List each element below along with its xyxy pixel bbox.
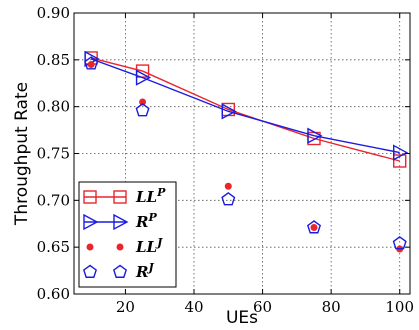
legend-label-superscript: J bbox=[146, 261, 154, 274]
legend-label: LLP bbox=[135, 186, 166, 206]
legend-label-name: R bbox=[135, 213, 148, 231]
legend-marker bbox=[82, 264, 98, 278]
legend-item: RJ bbox=[82, 261, 154, 281]
legend-label: LLJ bbox=[135, 236, 163, 256]
y-axis-title: Throughput Rate bbox=[12, 82, 32, 226]
legend-marker bbox=[86, 243, 94, 251]
series-ll-p bbox=[84, 51, 407, 168]
series-line bbox=[90, 57, 400, 162]
data-point-triangle-right bbox=[307, 127, 323, 144]
legend-label-name: R bbox=[135, 263, 148, 281]
y-tick-label: 0.90 bbox=[37, 4, 70, 22]
legend-marker bbox=[83, 213, 99, 231]
y-tick-label: 0.70 bbox=[37, 191, 70, 209]
y-tick-label: 0.65 bbox=[37, 238, 70, 256]
legend-marker bbox=[113, 190, 127, 204]
legend-label: RJ bbox=[135, 261, 154, 281]
legend-marker bbox=[113, 213, 129, 231]
legend-marker bbox=[116, 243, 124, 251]
data-point-triangle-right bbox=[393, 144, 409, 161]
data-point-triangle-right bbox=[135, 69, 152, 86]
legend-label: RP bbox=[135, 211, 157, 231]
y-tick-label: 0.80 bbox=[37, 98, 70, 116]
data-point-dot bbox=[87, 61, 95, 69]
legend-item: LLJ bbox=[86, 236, 163, 256]
series-ll-j bbox=[87, 61, 404, 253]
legend-label-name: LL bbox=[135, 188, 157, 206]
data-point-square bbox=[393, 154, 407, 168]
data-point-pentagon bbox=[135, 103, 150, 117]
x-tick-label: 20 bbox=[116, 298, 135, 316]
series-r-j bbox=[84, 56, 407, 250]
y-tick-label: 0.75 bbox=[37, 145, 70, 163]
y-tick-label: 0.60 bbox=[37, 285, 70, 303]
data-point-dot bbox=[310, 223, 318, 231]
x-axis-title: UEs bbox=[226, 308, 258, 328]
data-point-pentagon bbox=[306, 220, 322, 234]
series-line bbox=[90, 58, 400, 154]
data-point-pentagon bbox=[221, 192, 236, 206]
series-r-p bbox=[84, 50, 409, 161]
data-point-pentagon bbox=[392, 236, 407, 250]
legend-label-superscript: J bbox=[155, 236, 163, 249]
legend-label-superscript: P bbox=[156, 186, 166, 199]
legend-label-superscript: P bbox=[147, 211, 157, 224]
x-tick-label: 100 bbox=[385, 298, 414, 316]
x-tick-label: 40 bbox=[184, 298, 203, 316]
tick-marks bbox=[74, 12, 410, 295]
legend-item: LLP bbox=[83, 186, 166, 206]
legend-label-name: LL bbox=[135, 238, 157, 256]
series-layer bbox=[84, 50, 409, 253]
x-tick-label: 80 bbox=[322, 298, 341, 316]
legend-marker bbox=[112, 264, 128, 278]
legend-marker bbox=[83, 190, 97, 204]
y-tick-label: 0.85 bbox=[37, 51, 70, 69]
x-tick-label: 60 bbox=[253, 298, 272, 316]
tick-labels: 0.60 0.65 0.70 0.75 0.80 0.85 0.90 20 40 60 80 100 bbox=[37, 4, 414, 316]
data-point-dot bbox=[139, 98, 147, 106]
data-point-pentagon bbox=[84, 56, 99, 70]
data-point-dot bbox=[224, 182, 232, 190]
legend-item: RP bbox=[83, 211, 157, 231]
data-point-triangle-right bbox=[221, 103, 237, 120]
